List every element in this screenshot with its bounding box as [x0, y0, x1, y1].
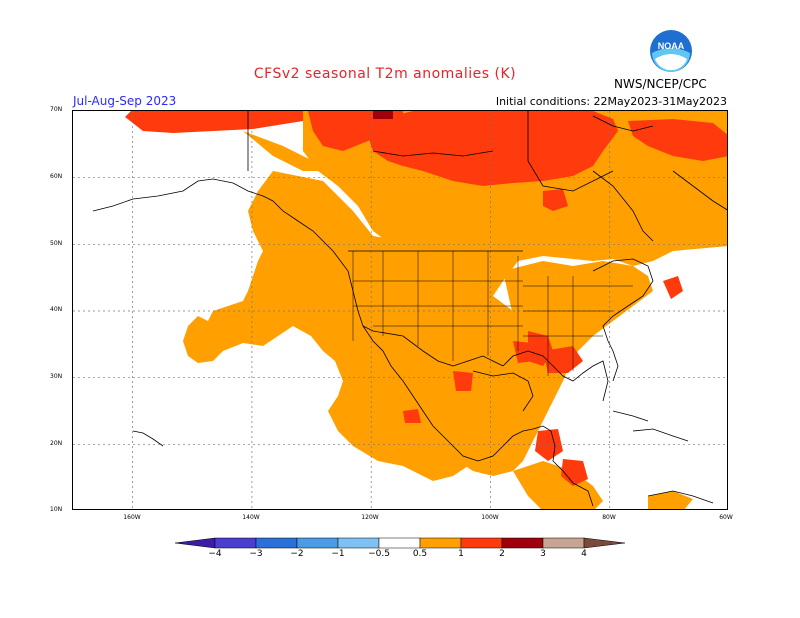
colorbar-tick-05: 0.5	[412, 549, 428, 559]
colorbar-tick-neg05: −0.5	[368, 549, 390, 559]
lat-label-30n: 30N	[50, 373, 63, 380]
lon-label-100w: 100W	[481, 514, 499, 521]
lat-label-60n: 60N	[50, 173, 63, 180]
lat-label-40n: 40N	[50, 306, 63, 313]
colorbar-tick-neg2: −2	[290, 549, 304, 559]
noaa-logo: NOAA	[649, 29, 693, 73]
lat-label-10n: 10N	[50, 506, 63, 513]
colorbar-tick-neg1: −1	[331, 549, 345, 559]
initial-conditions-label: Initial conditions: 22May2023-31May2023	[495, 95, 727, 108]
colorbar-tick-4: 4	[581, 549, 587, 559]
colorbar-segment-6	[419, 537, 462, 549]
colorbar-segment-7	[460, 537, 503, 549]
colorbar	[174, 535, 626, 549]
colorbar-tick-neg4: −4	[208, 549, 222, 559]
lat-label-50n: 50N	[50, 240, 63, 247]
colorbar-segment-3	[296, 537, 339, 549]
lat-label-70n: 70N	[50, 106, 63, 113]
colorbar-segment-2	[255, 537, 298, 549]
colorbar-segment-4	[337, 537, 380, 549]
chart-title: CFSv2 seasonal T2m anomalies (K)	[253, 66, 517, 82]
colorbar-tick-neg3: −3	[249, 549, 263, 559]
anomaly-map	[72, 110, 728, 510]
colorbar-arrow-high	[583, 537, 626, 549]
anomaly-red-regions	[125, 111, 727, 486]
anomaly-orange-regions	[113, 111, 727, 509]
map-coastlines	[92, 111, 727, 507]
colorbar-segment-9	[542, 537, 585, 549]
state-borders	[352, 251, 633, 376]
colorbar-arrow-low	[174, 537, 216, 549]
lon-label-140w: 140W	[242, 514, 260, 521]
colorbar-segment-1	[214, 537, 257, 549]
lon-label-80w: 80W	[602, 514, 616, 521]
colorbar-segment-8	[501, 537, 544, 549]
lat-label-20n: 20N	[50, 440, 63, 447]
season-label: Jul-Aug-Sep 2023	[73, 94, 177, 108]
colorbar-segment-5	[378, 537, 421, 549]
organization-label: NWS/NCEP/CPC	[614, 77, 707, 91]
lon-label-60w: 60W	[719, 514, 733, 521]
colorbar-tick-2: 2	[499, 549, 505, 559]
colorbar-tick-1: 1	[458, 549, 464, 559]
anomaly-darkred-regions	[373, 111, 393, 119]
colorbar-tick-3: 3	[540, 549, 546, 559]
lon-label-120w: 120W	[361, 514, 379, 521]
noaa-logo-text: NOAA	[658, 41, 685, 51]
lon-label-160w: 160W	[123, 514, 141, 521]
